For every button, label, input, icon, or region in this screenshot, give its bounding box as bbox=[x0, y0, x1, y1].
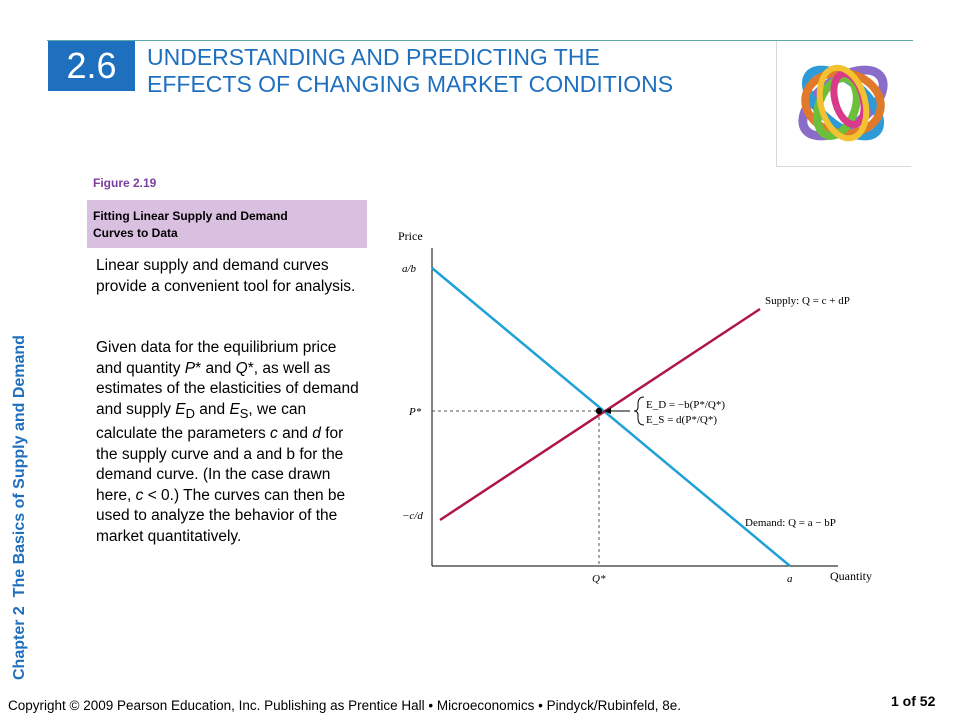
elasticity-brace bbox=[633, 396, 645, 426]
figure-title-line1: Fitting Linear Supply and Demand bbox=[93, 209, 288, 223]
paragraph-intro: Linear supply and demand curves provide … bbox=[96, 257, 356, 295]
chapter-sidebar: Chapter 2 The Basics of Supply and Deman… bbox=[11, 230, 29, 680]
footer-copyright: Copyright © 2009 Pearson Education, Inc.… bbox=[8, 698, 681, 713]
section-title-line2: EFFECTS OF CHANGING MARKET CONDITIONS bbox=[147, 71, 674, 97]
figure-number: Figure 2.19 bbox=[93, 176, 157, 190]
chapter-title: The Basics of Supply and Demand bbox=[11, 335, 28, 598]
section-title-line1: UNDERSTANDING AND PREDICTING THE bbox=[147, 44, 600, 70]
page-number: 1 of 52 bbox=[891, 693, 936, 709]
figure-title-line2: Curves to Data bbox=[93, 226, 178, 240]
tick-p-star: P* bbox=[408, 406, 422, 418]
paragraph-explanation: Given data for the equilibrium price and… bbox=[96, 339, 359, 545]
tick-a-over-b: a/b bbox=[402, 263, 417, 275]
supply-demand-diagram: Price Quantity a/b P* −c/d Q* a Supply: … bbox=[398, 229, 872, 585]
header-rule bbox=[47, 40, 913, 41]
chapter-number: Chapter 2 bbox=[11, 606, 28, 680]
demand-elasticity-label: E_D = −b(P*/Q*) bbox=[646, 399, 725, 411]
tick-minus-c-over-d: −c/d bbox=[402, 510, 423, 522]
tick-a: a bbox=[787, 573, 793, 585]
tick-q-star: Q* bbox=[592, 573, 606, 585]
section-number-badge: 2.6 bbox=[48, 41, 135, 91]
y-axis-label: Price bbox=[398, 229, 423, 243]
supply-elasticity-label: E_S = d(P*/Q*) bbox=[646, 414, 717, 426]
supply-curve bbox=[439, 307, 761, 522]
supply-label: Supply: Q = c + dP bbox=[765, 295, 850, 307]
demand-curve bbox=[431, 267, 791, 567]
x-axis-label: Quantity bbox=[830, 569, 872, 583]
figure-title-box: Fitting Linear Supply and Demand Curves … bbox=[87, 200, 367, 248]
rings-logo bbox=[776, 41, 911, 167]
section-title: UNDERSTANDING AND PREDICTING THE EFFECTS… bbox=[147, 44, 767, 98]
equilibrium-point bbox=[595, 407, 603, 415]
arrowhead-icon bbox=[604, 408, 611, 414]
demand-label: Demand: Q = a − bP bbox=[745, 517, 836, 529]
figure-title: Fitting Linear Supply and Demand Curves … bbox=[93, 208, 363, 242]
